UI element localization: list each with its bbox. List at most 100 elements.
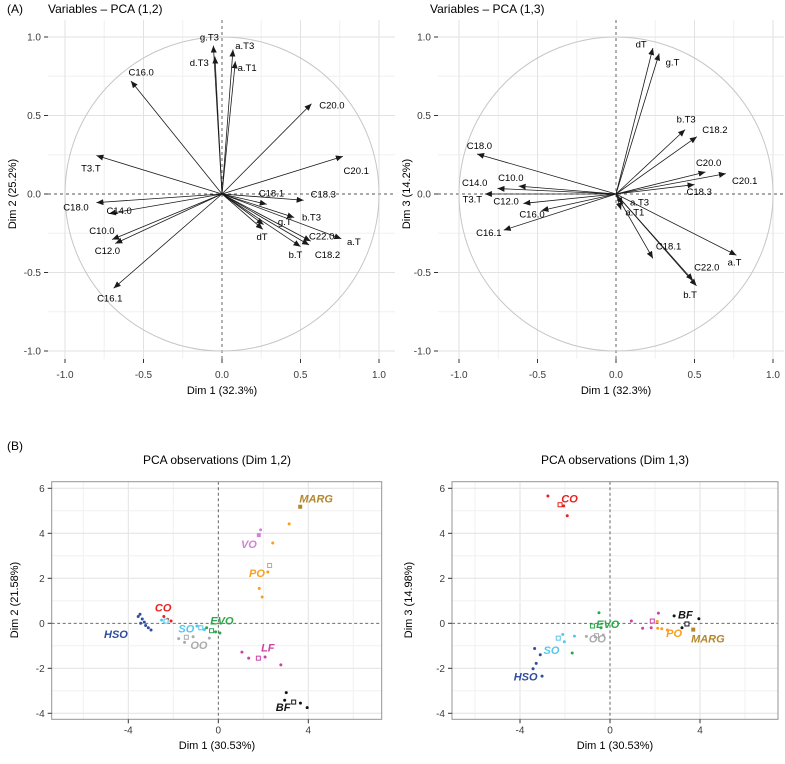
data-point (284, 691, 288, 695)
variable-arrow (541, 193, 617, 212)
variable-arrow (111, 193, 223, 240)
data-point (584, 634, 588, 638)
data-point (205, 626, 209, 630)
variables-pca12-xaxis-label: Dim 1 (32.3%) (187, 385, 257, 397)
variable-arrow (518, 183, 617, 195)
panel-border (51, 481, 383, 720)
centroid-open-square (649, 618, 655, 624)
y-tick-label: -1.0 (414, 347, 432, 358)
variable-arrow (96, 193, 223, 206)
variable-label: dT (256, 232, 267, 243)
cluster-label: MARG (299, 493, 333, 505)
data-point (538, 653, 542, 657)
cluster-label: MARG (691, 634, 725, 646)
variable-label: C20.1 (344, 166, 369, 177)
observations-pca13-yaxis-label: Dim 3 (14.98%) (403, 562, 415, 638)
data-point (287, 522, 291, 526)
centroid-open-square (198, 625, 204, 631)
data-point (214, 630, 218, 634)
data-point-square (256, 533, 261, 538)
variable-label: C18.2 (702, 125, 727, 136)
data-point (656, 626, 660, 630)
x-tick-label: 1.0 (766, 370, 780, 381)
data-point-square (298, 504, 303, 509)
data-point (665, 628, 669, 632)
variable-label: C18.3 (687, 187, 712, 198)
cluster-label: EVO (210, 616, 234, 628)
data-point (139, 621, 143, 625)
observations-pca12-title: PCA observations (Dim 1,2) (143, 453, 291, 467)
variable-arrow (615, 193, 654, 259)
variables-pca12-plot: -1.0 -0.5 0.0 0.5 1.0 -1.0 -0.5 0.0 0.5 1.0 g.T3 a.… (24, 20, 395, 381)
variable-arrow (115, 193, 223, 244)
variable-arrow (221, 193, 342, 240)
cluster-label: EVO (596, 619, 620, 631)
y-tick-label: 0.0 (417, 190, 431, 201)
variable-arrow (503, 193, 617, 231)
y-tick-label: -2 (436, 664, 445, 675)
variables-pca12-yaxis-label: Dim 2 (25.2%) (7, 159, 19, 229)
y-tick-label: -4 (36, 709, 45, 720)
centroid-open-square (684, 621, 690, 627)
variable-label: C18.1 (656, 241, 681, 252)
variable-label: C16.1 (97, 294, 122, 305)
centroid-open-square (267, 562, 273, 568)
variable-arrow (615, 136, 698, 195)
variable-label: C18.0 (63, 203, 88, 214)
cluster-label: VO (241, 539, 257, 551)
data-point (144, 624, 148, 628)
data-point (271, 541, 275, 545)
variable-label: b.T3 (677, 114, 696, 125)
x-tick-label: 0.0 (609, 370, 623, 381)
data-point (149, 628, 153, 632)
data-point (140, 617, 144, 621)
data-point (641, 626, 645, 630)
data-point (672, 614, 676, 618)
variable-label: C14.0 (462, 178, 487, 189)
data-point (191, 635, 195, 639)
variable-label: T3.T (463, 194, 483, 205)
data-point (162, 615, 166, 619)
variable-arrow (96, 154, 223, 195)
y-tick-label: 0.5 (27, 111, 41, 122)
data-point (257, 586, 261, 590)
variable-label: C18.3 (311, 189, 336, 200)
centroid-open-square (589, 623, 595, 629)
cluster-label: PO (666, 628, 682, 640)
data-point (240, 650, 244, 654)
data-point (260, 595, 264, 599)
x-tick-label: -1.0 (56, 370, 74, 381)
variable-arrow (615, 47, 655, 195)
variable-label: g.T (666, 57, 680, 68)
variable-label: C20.0 (319, 101, 344, 112)
correlation-circle (64, 36, 380, 352)
variable-arrow (221, 193, 264, 230)
x-tick-label: 4 (697, 725, 703, 736)
variable-arrow (221, 103, 312, 195)
observations-pca12-xaxis-label: Dim 1 (30.53%) (179, 740, 255, 752)
panel-border (451, 481, 779, 720)
variable-label: C20.0 (696, 158, 721, 169)
data-point (202, 628, 206, 632)
data-point (533, 647, 537, 650)
y-tick-label: -0.5 (24, 268, 42, 279)
observations-pca13-plot: -4 0 4 -4 -2 0 2 4 6 CO EVO OO SO HSO PO BF MARG (436, 481, 779, 736)
variable-arrow (221, 193, 267, 206)
data-point (195, 624, 199, 628)
variable-label: g.T3 (200, 32, 219, 43)
variable-label: C12.0 (493, 196, 518, 207)
data-point (540, 674, 544, 678)
variable-arrow (615, 53, 660, 195)
data-point (207, 636, 211, 640)
variables-pca13-yaxis-label: Dim 3 (14.2%) (401, 159, 413, 229)
data-point (169, 619, 173, 623)
cluster-label: CO (155, 603, 172, 615)
cluster-label: OO (190, 640, 208, 652)
x-tick-label: -0.5 (135, 370, 153, 381)
y-tick-label: -2 (36, 664, 45, 675)
cluster-label: CO (561, 493, 578, 505)
variables-pca13-title: Variables – PCA (1,3) (430, 2, 545, 16)
